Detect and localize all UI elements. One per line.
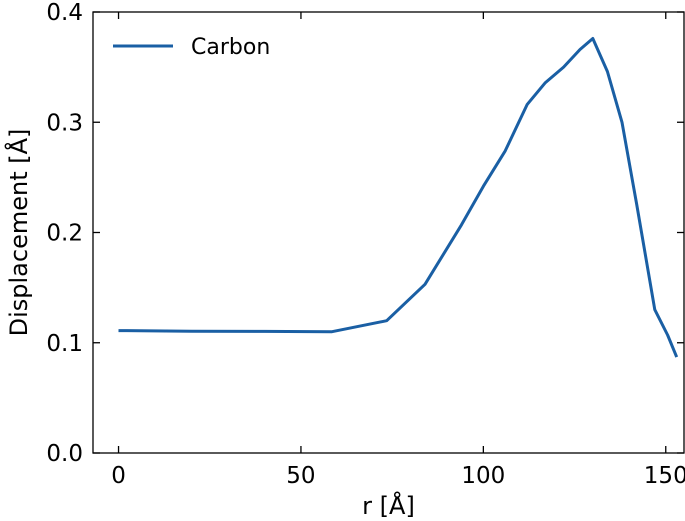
- x-axis-label: r [Å]: [362, 491, 415, 520]
- plot-area: [92, 11, 685, 454]
- legend: Carbon: [113, 35, 270, 60]
- x-axis: 0 50 100 150: [111, 12, 685, 489]
- y-tick-label: 0.4: [46, 0, 83, 26]
- y-axis: 0.0 0.1 0.2 0.3 0.4: [46, 0, 684, 467]
- x-tick-label: 150: [644, 463, 685, 489]
- y-tick-label: 0.2: [46, 221, 83, 247]
- series-layer: [118, 37, 679, 358]
- x-tick-label: 50: [286, 463, 315, 489]
- x-tick-label: 100: [461, 463, 505, 489]
- y-tick-label: 0.1: [46, 331, 83, 357]
- y-tick-label: 0.0: [46, 441, 83, 467]
- plot-border: [92, 11, 685, 454]
- y-axis-label: Displacement [Å]: [4, 129, 33, 337]
- legend-label-carbon: Carbon: [191, 35, 270, 60]
- x-tick-label: 0: [111, 463, 126, 489]
- series-line-carbon: [118, 37, 679, 358]
- y-tick-label: 0.3: [46, 110, 83, 136]
